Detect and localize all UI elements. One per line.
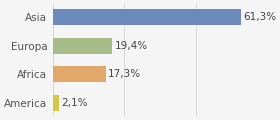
Text: 19,4%: 19,4% [115,41,148,51]
Bar [53,66,106,82]
Text: 61,3%: 61,3% [243,12,276,22]
Text: 17,3%: 17,3% [108,69,141,79]
Text: 2,1%: 2,1% [62,98,88,108]
Bar [53,38,112,54]
Bar [53,95,59,111]
Bar [53,9,241,25]
